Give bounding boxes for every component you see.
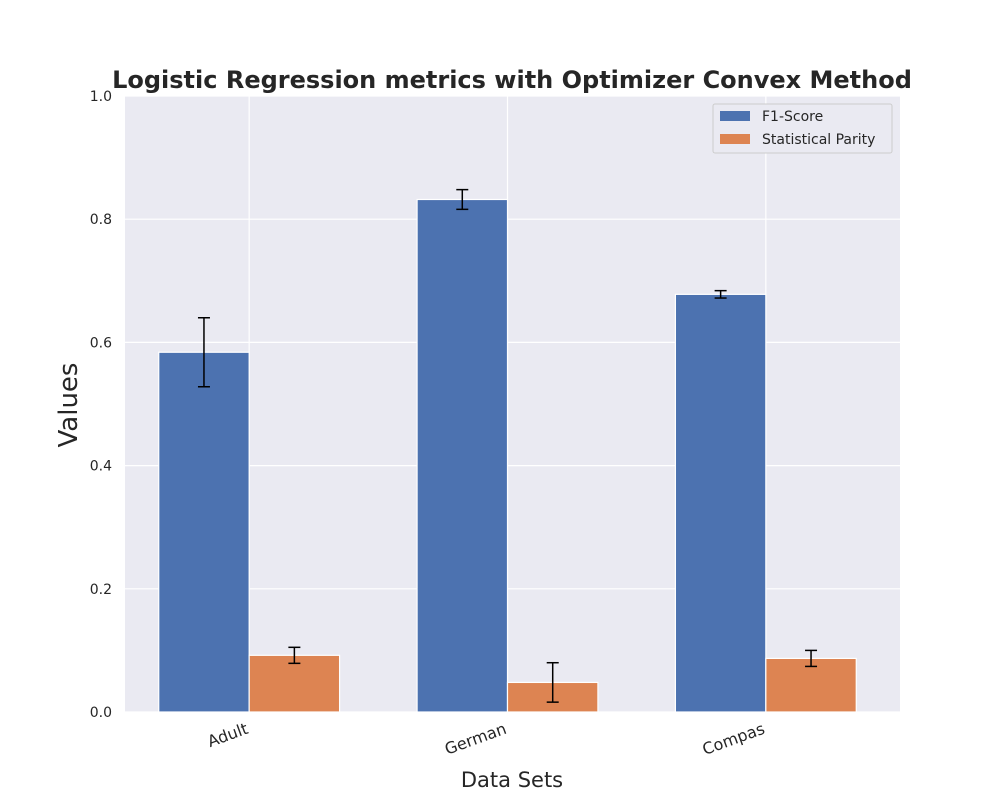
bar-f1-score-adult [158,351,250,713]
x-axis-label: Data Sets [461,768,563,792]
error-bar-f1-score-german [456,188,469,211]
bars [158,198,857,713]
error-bars [197,188,818,703]
y-tick-label: 0.2 [90,582,112,598]
bar-f1-score-german [416,198,509,713]
legend-label-statistical-parity: Statistical Parity [762,132,875,148]
error-bar-statistical-parity-german [546,661,559,703]
bar-f1-score-compas [674,293,767,713]
x-tick-labels: Adult German Compas [205,719,767,759]
legend: F1-Score Statistical Parity [712,103,893,154]
legend-swatch-statistical-parity [720,134,750,144]
bar-statistical-parity-compas [765,657,857,713]
y-tick-label: 0.0 [90,705,112,721]
error-bar-f1-score-adult [197,317,210,388]
chart-title: Logistic Regression metrics with Optimiz… [112,66,912,94]
legend-swatch-f1-score [720,111,750,121]
error-bar-statistical-parity-compas [805,649,818,668]
y-axis-label: Values [54,363,84,448]
x-tick-label-adult: Adult [205,719,251,751]
y-tick-label: 0.6 [90,335,112,351]
x-tick-label-german: German [442,719,509,759]
plot-area [125,96,900,712]
x-tick-label-compas: Compas [700,719,767,759]
legend-label-f1-score: F1-Score [762,109,823,125]
y-tick-label: 0.4 [90,459,112,475]
y-tick-label: 0.8 [90,212,112,228]
legend-box [712,103,893,154]
error-bar-f1-score-compas [714,289,727,299]
y-tick-label: 1.0 [90,89,112,105]
y-tick-labels: 0.0 0.2 0.4 0.6 0.8 1.0 [90,89,112,721]
error-bar-statistical-parity-adult [288,646,301,665]
